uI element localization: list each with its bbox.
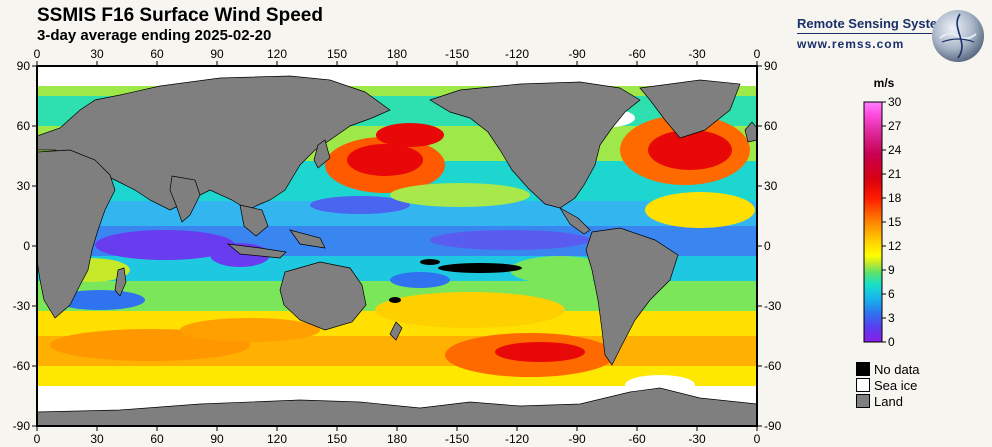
lon-label-top: -30 (688, 47, 706, 61)
colorbar-tick-label: 24 (888, 143, 902, 157)
lon-label-top: 150 (327, 47, 347, 61)
lat-label-left: 60 (17, 119, 31, 133)
legend-label: Sea ice (874, 378, 918, 393)
lat-label-right: 60 (764, 119, 778, 133)
lon-label-top: 120 (267, 47, 287, 61)
lon-label-bottom: 60 (150, 432, 164, 446)
colorbar-tick-label: 30 (888, 95, 902, 109)
lat-label-left: 30 (17, 179, 31, 193)
lon-label-bottom: 180 (387, 432, 407, 446)
land (37, 75, 757, 426)
lat-label-left: 0 (23, 239, 30, 253)
map-title: SSMIS F16 Surface Wind Speed (37, 5, 323, 26)
lon-label-top: 180 (387, 47, 407, 61)
lon-label-bottom: 0 (754, 432, 761, 446)
legend-no-data: No data (856, 362, 920, 378)
sea-ice-swatch (856, 378, 870, 392)
lon-label-bottom: 30 (90, 432, 104, 446)
lon-label-bottom: 120 (267, 432, 287, 446)
lat-label-left: -30 (13, 299, 31, 313)
colorbar-tick-label: 21 (888, 167, 902, 181)
colorbar-tick-label: 18 (888, 191, 902, 205)
lon-label-bottom: -60 (628, 432, 646, 446)
colorbar-tick-label: 27 (888, 119, 902, 133)
lon-label-top: 60 (150, 47, 164, 61)
lon-label-bottom: -90 (568, 432, 586, 446)
lon-label-bottom: -30 (688, 432, 706, 446)
lat-label-right: 90 (764, 59, 778, 73)
lat-label-right: 0 (764, 239, 771, 253)
globe-logo-icon (932, 10, 984, 62)
lon-label-bottom: 0 (34, 432, 41, 446)
colorbar-tick-label: 12 (888, 239, 902, 253)
land-swatch (856, 394, 870, 408)
lon-label-top: 30 (90, 47, 104, 61)
lon-label-top: -90 (568, 47, 586, 61)
lat-label-right: -90 (764, 419, 782, 433)
map-subtitle: 3-day average ending 2025-02-20 (37, 27, 272, 44)
lon-label-top: 0 (754, 47, 761, 61)
lon-label-top: 90 (210, 47, 224, 61)
lon-label-top: -150 (445, 47, 469, 61)
legend-sea-ice: Sea ice (856, 378, 917, 394)
organization-url[interactable]: www.remss.com (797, 37, 905, 51)
lon-label-top: 0 (34, 47, 41, 61)
axis-ticks (32, 61, 762, 431)
colorbar-tick-label: 0 (888, 335, 895, 349)
legend-label: Land (874, 394, 903, 409)
lon-label-top: -120 (505, 47, 529, 61)
lat-label-left: -90 (13, 419, 31, 433)
lon-label-bottom: -120 (505, 432, 529, 446)
branding-divider (797, 33, 947, 34)
lon-label-top: -60 (628, 47, 646, 61)
lat-label-right: -30 (764, 299, 782, 313)
colorbar-tick-label: 9 (888, 263, 895, 277)
colorbar-unit: m/s (873, 76, 895, 90)
organization-name: Remote Sensing Systems (797, 16, 956, 31)
colorbar-tick-label: 6 (888, 287, 895, 301)
lat-label-right: 30 (764, 179, 778, 193)
lat-label-left: -60 (13, 359, 31, 373)
lon-label-bottom: 90 (210, 432, 224, 446)
colorbar-tick-label: 3 (888, 311, 895, 325)
colorbar (863, 101, 883, 343)
lon-label-bottom: -150 (445, 432, 469, 446)
lat-label-left: 90 (17, 59, 31, 73)
no-data-swatch (856, 362, 870, 376)
colorbar-tick-label: 15 (888, 215, 902, 229)
axis-labels: 0 0 30 30 60 60 90 90 120 120 150 150 180 180 -150 -150… (13, 47, 782, 446)
lat-label-right: -60 (764, 359, 782, 373)
legend-label: No data (874, 362, 920, 377)
lon-label-bottom: 150 (327, 432, 347, 446)
legend-land: Land (856, 394, 903, 410)
